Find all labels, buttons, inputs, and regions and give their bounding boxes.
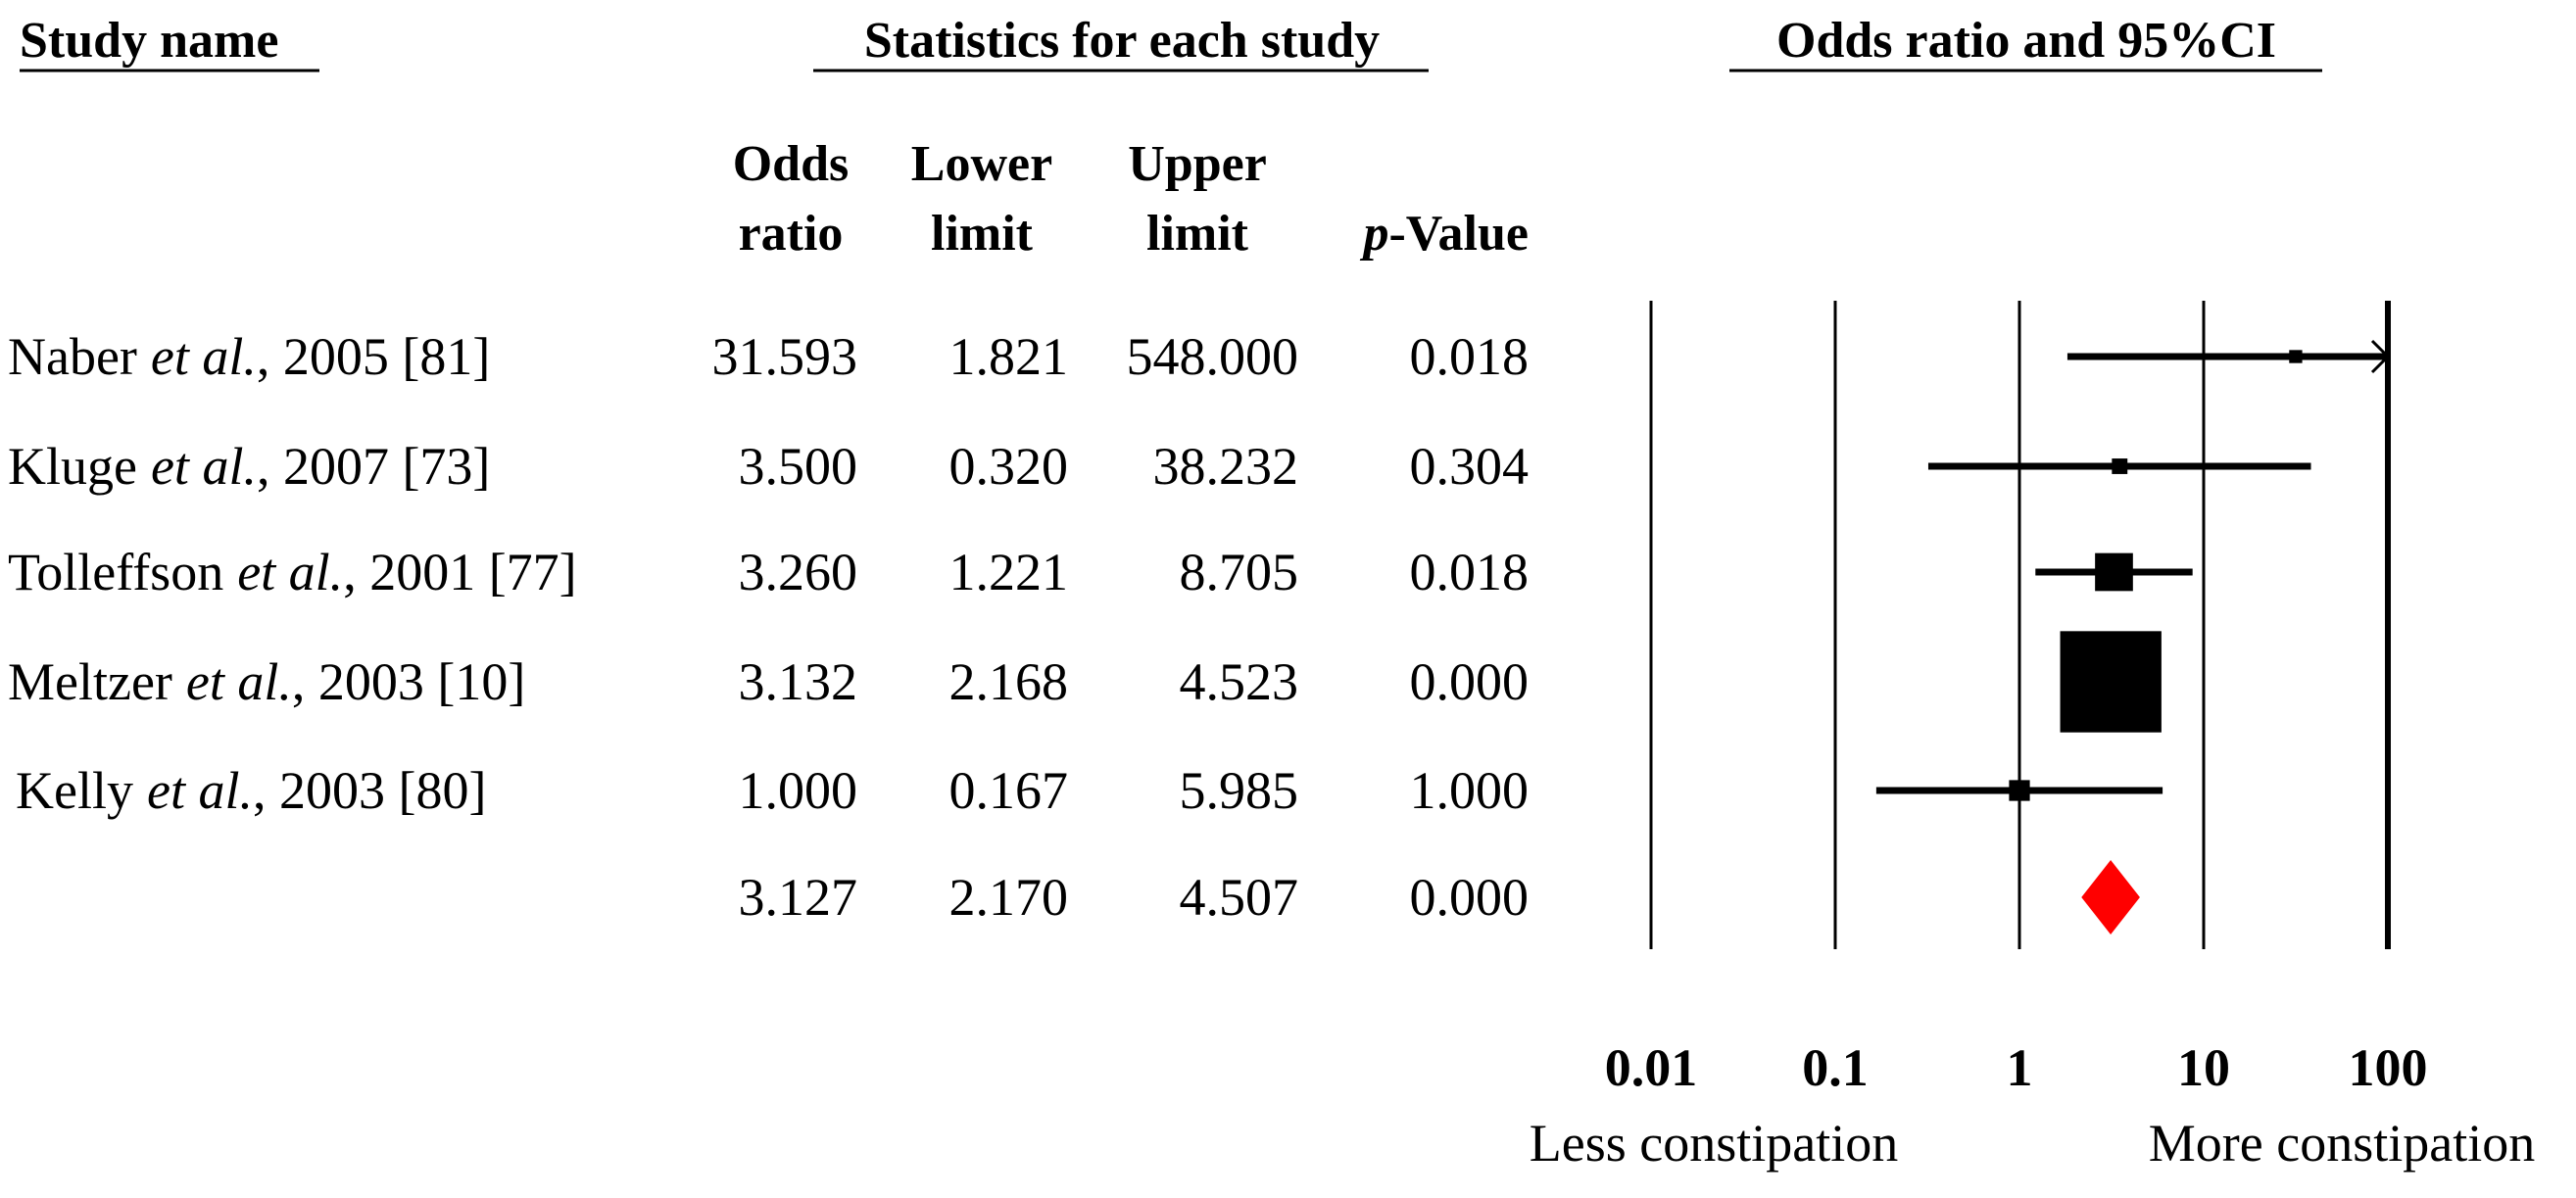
point-estimate (2289, 350, 2303, 363)
column-header: p-Value (1359, 206, 1529, 262)
p-text: -Value (1388, 206, 1529, 262)
column-header: Lower (911, 136, 1052, 192)
table-cell: 0.320 (949, 437, 1069, 496)
table-cell: 0.000 (1410, 652, 1530, 711)
study-name: Naber et al., 2005 [81] (8, 327, 490, 386)
author: Naber (8, 327, 137, 386)
column-header: ratio (739, 206, 844, 262)
study-name: Tolleffson et al., 2001 [77] (8, 543, 577, 601)
table-cell: 5.985 (1180, 761, 1299, 820)
column-header: Odds (733, 136, 850, 192)
table-cell: 1.221 (949, 543, 1069, 601)
table-cell: 4.523 (1180, 652, 1299, 711)
table-cell: 0.167 (949, 761, 1069, 820)
header-plot: Odds ratio and 95%CI (1776, 13, 2276, 69)
table-cell: 38.232 (1153, 437, 1299, 496)
x-tick-label: 100 (2349, 1038, 2428, 1097)
citation: , 2007 [73] (257, 437, 490, 496)
author: Tolleffson (8, 543, 223, 601)
table-cell: 1.821 (949, 327, 1069, 386)
column-header: Upper (1128, 136, 1267, 192)
study-name: Kelly et al., 2003 [80] (16, 761, 486, 820)
summary-diamond (2081, 860, 2140, 934)
table-cell: 31.593 (712, 327, 858, 386)
study-name: Meltzer et al., 2003 [10] (8, 652, 525, 711)
table-cell: 0.018 (1410, 327, 1530, 386)
point-estimate (2009, 780, 2030, 801)
table-cell: 0.304 (1410, 437, 1530, 496)
table-cell: 3.127 (739, 868, 858, 927)
table-cell: 0.000 (1410, 868, 1530, 927)
point-estimate (2095, 552, 2133, 592)
table-cell: 1.000 (1410, 761, 1530, 820)
p-italic: p (1359, 206, 1388, 262)
citation: , 2001 [77] (343, 543, 576, 601)
et-al: et al. (237, 543, 343, 601)
study-name: Kluge et al., 2007 [73] (8, 437, 490, 496)
x-tick-label: 0.01 (1605, 1038, 1698, 1097)
column-header: limit (931, 206, 1034, 262)
et-al: et al. (151, 327, 257, 386)
citation: , 2005 [81] (257, 327, 490, 386)
x-tick-label: 1 (2007, 1038, 2033, 1097)
table-cell: 0.018 (1410, 543, 1530, 601)
header-study: Study name (20, 13, 278, 69)
table-cell: 548.000 (1127, 327, 1299, 386)
et-al: et al. (147, 761, 253, 820)
x-label-right: More constipation (2149, 1114, 2535, 1173)
column-header: limit (1146, 206, 1249, 262)
x-tick-label: 10 (2177, 1038, 2230, 1097)
table-cell: 4.507 (1180, 868, 1299, 927)
table-cell: 3.132 (739, 652, 858, 711)
point-estimate (2112, 458, 2128, 474)
et-al: et al. (151, 437, 257, 496)
header-statistics: Statistics for each study (864, 13, 1380, 69)
et-al: et al. (186, 652, 292, 711)
table-cell: 8.705 (1180, 543, 1299, 601)
author: Kelly (16, 761, 133, 820)
table-cell: 1.000 (739, 761, 858, 820)
citation: , 2003 [10] (292, 652, 525, 711)
x-tick-label: 0.1 (1802, 1038, 1869, 1097)
table-cell: 2.168 (949, 652, 1069, 711)
author: Kluge (8, 437, 137, 496)
arrow (2370, 339, 2391, 374)
author: Meltzer (8, 652, 172, 711)
plot-area (1875, 350, 2389, 934)
point-estimate (2060, 631, 2162, 733)
table-cell: 3.500 (739, 437, 858, 496)
citation: , 2003 [80] (253, 761, 486, 820)
table-cell: 2.170 (949, 868, 1069, 927)
x-label-left: Less constipation (1530, 1114, 1898, 1173)
table-cell: 3.260 (739, 543, 858, 601)
